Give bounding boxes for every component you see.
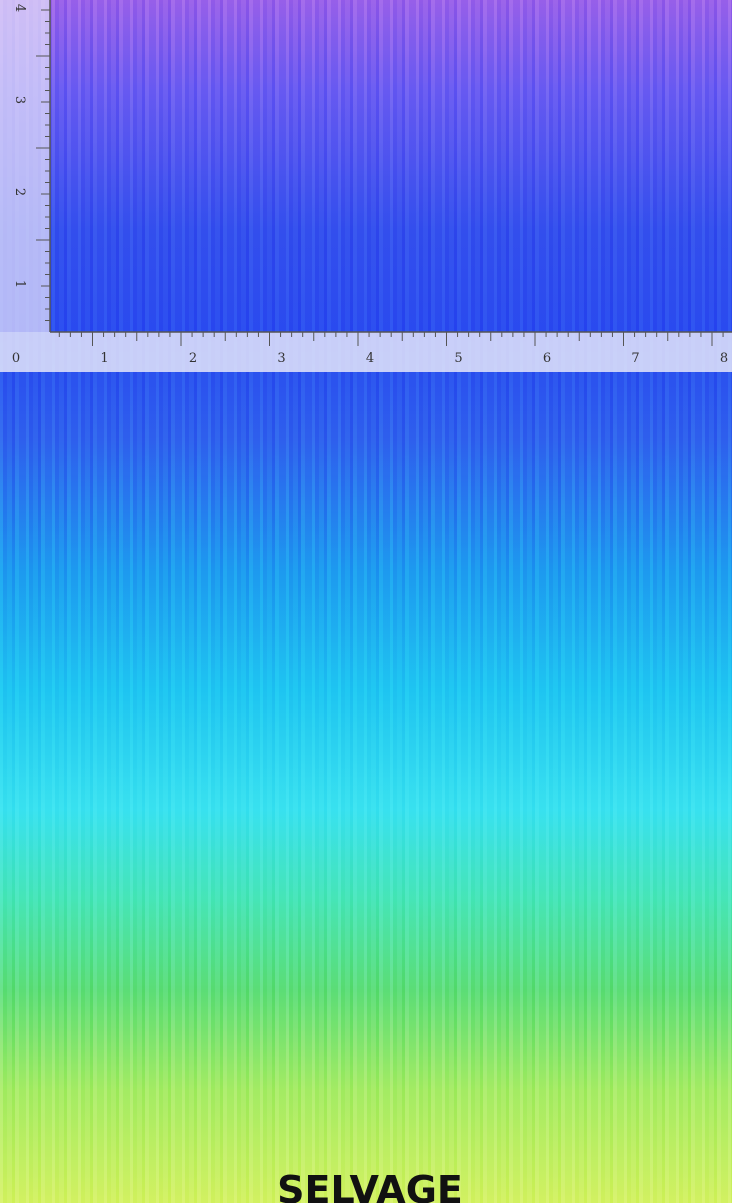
horizontal-ruler xyxy=(0,332,732,372)
ruler-label: 4 xyxy=(12,4,27,12)
ruler-label: 3 xyxy=(277,351,285,366)
ruler-label: 3 xyxy=(12,96,27,104)
ruler-label: 2 xyxy=(12,188,27,196)
ruler-label: 8 xyxy=(720,351,728,366)
ruler-label: 4 xyxy=(366,351,374,366)
ruler-label: 1 xyxy=(100,351,108,366)
ruler-label: 6 xyxy=(543,351,551,366)
ruler-label: 2 xyxy=(189,351,197,366)
ruler-label: 7 xyxy=(631,351,639,366)
ruler-label: 0 xyxy=(12,351,20,366)
ruler-label: 1 xyxy=(12,280,27,288)
selvage-label: SELVAGE xyxy=(277,1168,463,1203)
vertical-ruler xyxy=(0,0,50,332)
ruler-label: 5 xyxy=(454,351,462,366)
